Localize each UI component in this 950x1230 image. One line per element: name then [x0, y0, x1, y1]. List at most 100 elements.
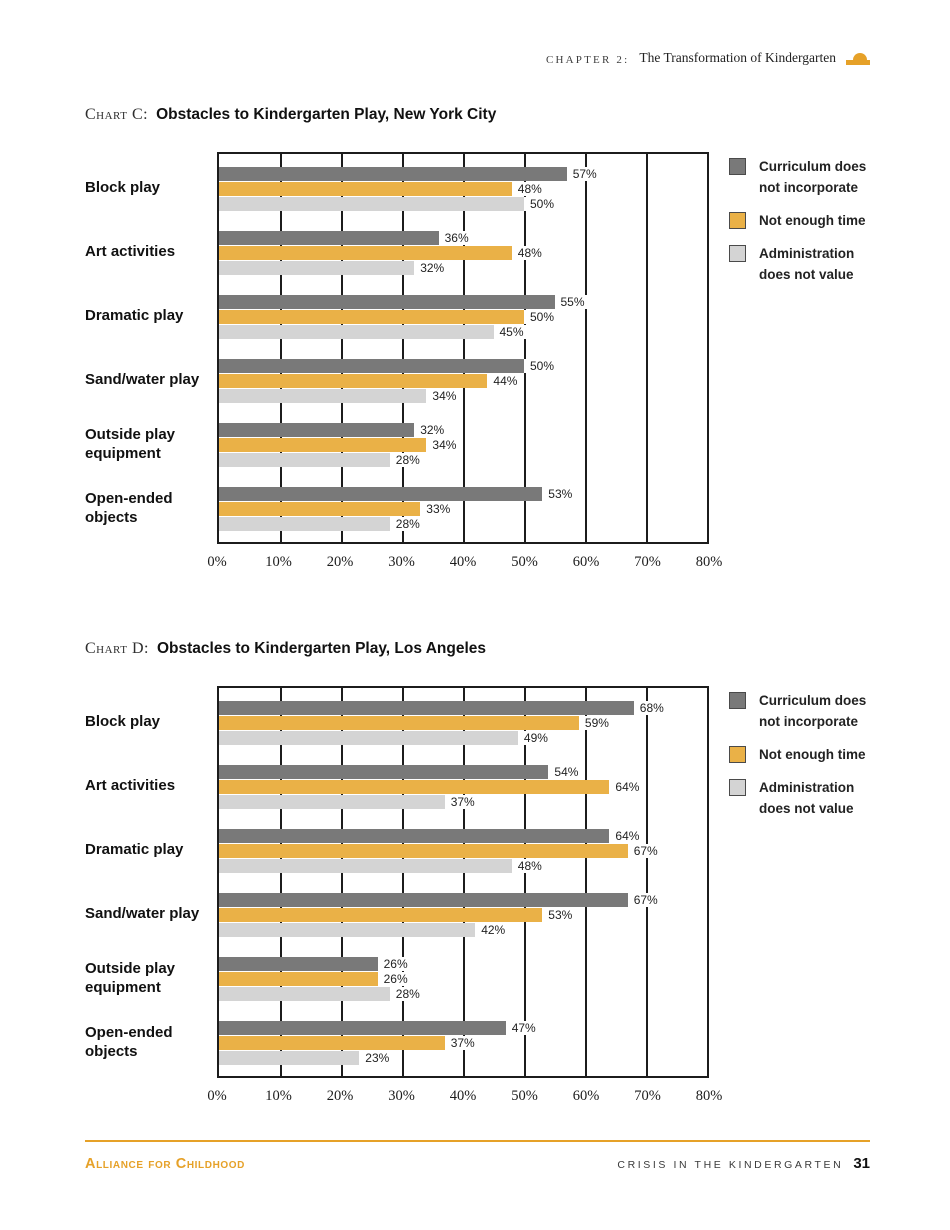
bar-row: 55%: [219, 295, 707, 309]
bar-group: 68% 59% 49%: [219, 701, 707, 745]
legend-swatch: [729, 211, 746, 229]
bar-value-label: 50%: [524, 197, 558, 211]
footer-book-title: CRISIS IN THE KINDERGARTEN: [617, 1159, 844, 1171]
gridline: [402, 688, 404, 1076]
bar-value-label: 28%: [389, 517, 423, 531]
bar-row: 26%: [219, 972, 707, 986]
bar-row: 42%: [219, 923, 707, 937]
bar-group: 54% 64% 37%: [219, 765, 707, 809]
legend-item: Not enough time: [729, 211, 885, 232]
bar: [219, 908, 543, 922]
gridline: [524, 154, 526, 542]
bar-row: 33%: [219, 502, 707, 516]
bar-group: 50% 44% 34%: [219, 359, 707, 403]
legend: Curriculum does not incorporate Not enoug…: [729, 152, 885, 576]
category-label: Dramatic play: [85, 307, 184, 325]
x-axis: 0% 10% 20% 30% 40% 50% 60% 70% 80%: [207, 554, 722, 576]
bar-value-label: 32%: [414, 261, 448, 275]
page-header: CHAPTER 2: The Transformation of Kinderg…: [0, 0, 870, 66]
gridline: [463, 688, 465, 1076]
bar-value-label: 48%: [511, 859, 545, 873]
category-labels-column: Block play Art activities Dramatic play San…: [85, 686, 217, 1110]
bar-value-label: 59%: [578, 716, 612, 730]
bar: [219, 780, 610, 794]
legend-item: Curriculum does not incorporate: [729, 157, 885, 199]
x-tick-label: 50%: [511, 554, 538, 570]
category-label: Open-ended objects: [85, 489, 173, 527]
chart-section: Chart C: Obstacles to Kindergarten Play,…: [85, 106, 950, 576]
bar-row: 59%: [219, 716, 707, 730]
bar-value-label: 48%: [511, 246, 545, 260]
x-tick-label: 80%: [695, 1088, 723, 1104]
bar: [219, 487, 543, 501]
bar: [219, 295, 555, 309]
legend-label: Not enough time: [759, 746, 866, 762]
category-label: Dramatic play: [85, 841, 184, 859]
bar-row: 28%: [219, 517, 707, 531]
bar-row: 48%: [219, 859, 707, 873]
mound-icon-bar: [846, 60, 870, 65]
bar: [219, 1021, 506, 1035]
bar-row: 48%: [219, 246, 707, 260]
x-tick-label: 30%: [388, 1088, 415, 1104]
footer-rule: [85, 1140, 870, 1142]
x-tick-label: 60%: [572, 554, 600, 570]
bar-group: 57% 48% 50%: [219, 167, 707, 211]
bar-value-label: 28%: [389, 987, 423, 1001]
bar: [219, 1036, 445, 1050]
chart-title-row: Chart D: Obstacles to Kindergarten Play,…: [85, 640, 950, 658]
bar: [219, 923, 476, 937]
bar-value-label: 37%: [444, 795, 478, 809]
bar-row: 32%: [219, 423, 707, 437]
bar-value-label: 67%: [627, 893, 661, 907]
bar-row: 37%: [219, 795, 707, 809]
bar-value-label: 34%: [426, 389, 460, 403]
bar-value-label: 34%: [426, 438, 460, 452]
legend-swatch: [729, 778, 746, 796]
bar-row: 50%: [219, 197, 707, 211]
category-label: Sand/water play: [85, 371, 200, 389]
category-label: Art activities: [85, 243, 176, 261]
chapter-title: The Transformation of Kindergarten: [639, 50, 836, 65]
legend-swatch: [729, 745, 746, 763]
x-tick-label: 20%: [326, 554, 354, 570]
bar: [219, 859, 512, 873]
gridline: [280, 688, 282, 1076]
plot-area: 57% 48% 50% 36% 48% 32% 55% 50% 45% 50% 44% 34% 32% 3…: [217, 152, 709, 544]
bar-value-label: 53%: [542, 487, 576, 501]
bar-value-label: 33%: [420, 502, 454, 516]
bar-row: 67%: [219, 893, 707, 907]
bar-group: 67% 53% 42%: [219, 893, 707, 937]
bar: [219, 182, 512, 196]
gridline: [402, 154, 404, 542]
bar-value-label: 28%: [389, 453, 423, 467]
bar-row: 67%: [219, 844, 707, 858]
x-tick-label: 50%: [511, 1088, 538, 1104]
bar: [219, 359, 524, 373]
category-label: Sand/water play: [85, 905, 200, 923]
bar: [219, 261, 415, 275]
bar: [219, 197, 524, 211]
bar-value-label: 32%: [414, 423, 448, 437]
bar-value-label: 68%: [633, 701, 667, 715]
bar: [219, 246, 512, 260]
bar-row: 36%: [219, 231, 707, 245]
bar: [219, 517, 390, 531]
bar: [219, 438, 427, 452]
bar-row: 32%: [219, 261, 707, 275]
bar-row: 26%: [219, 957, 707, 971]
plot-wrap: 68% 59% 49% 54% 64% 37% 64% 67% 48% 67% 53% 42% 26% 2…: [207, 686, 722, 1110]
chart-label: Chart C:: [85, 106, 149, 123]
bar: [219, 167, 567, 181]
chart-body: Block play Art activities Dramatic play San…: [85, 686, 950, 1110]
footer-organization: Alliance for Childhood: [85, 1156, 245, 1172]
bar-row: 57%: [219, 167, 707, 181]
bar-value-label: 42%: [475, 923, 509, 937]
mound-icon: [846, 52, 870, 65]
bar-value-label: 37%: [444, 1036, 478, 1050]
bar: [219, 829, 610, 843]
bar-value-label: 36%: [438, 231, 472, 245]
bar-row: 49%: [219, 731, 707, 745]
bar-row: 28%: [219, 987, 707, 1001]
